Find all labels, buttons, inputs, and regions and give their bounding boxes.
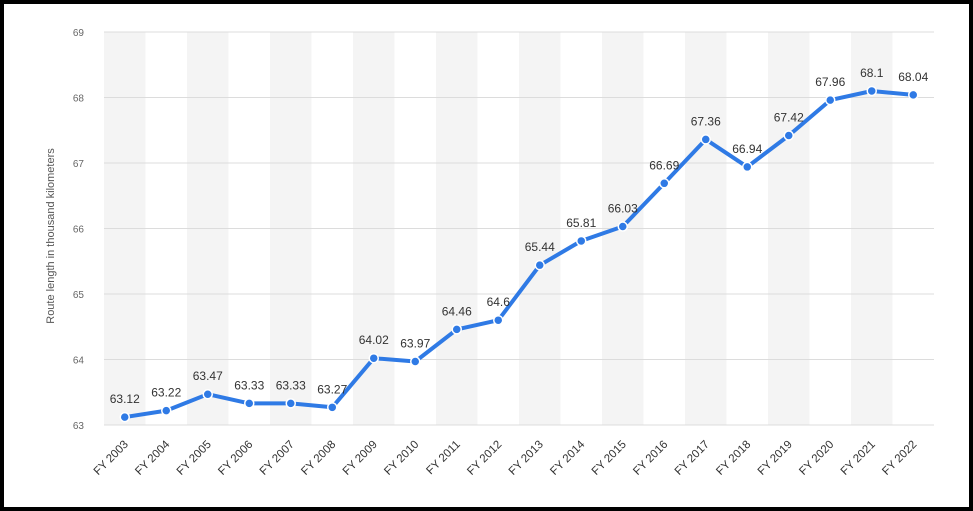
x-tick-label: FY 2016 (631, 439, 670, 478)
data-point (866, 85, 877, 97)
x-tick-label: FY 2020 (797, 439, 836, 478)
data-point (327, 402, 338, 413)
data-point (659, 178, 670, 189)
series-line (122, 89, 916, 420)
x-tick-label: FY 2013 (507, 439, 546, 478)
data-label: 68.04 (898, 70, 928, 84)
data-label: 64.6 (487, 295, 511, 309)
data-point (244, 398, 255, 409)
data-label: 64.46 (442, 304, 472, 318)
data-point (451, 324, 462, 335)
data-point (576, 235, 587, 247)
data-label: 63.97 (400, 336, 430, 350)
data-point (410, 356, 421, 367)
data-point (161, 405, 172, 416)
x-tick-label: FY 2022 (880, 439, 919, 478)
data-point (119, 411, 130, 423)
data-label: 63.33 (276, 378, 306, 392)
x-tick-label: FY 2019 (756, 439, 795, 478)
data-label: 63.33 (234, 378, 264, 392)
y-tick-label: 67 (73, 159, 85, 170)
data-label: 64.02 (359, 333, 389, 347)
data-label: 63.47 (193, 369, 223, 383)
x-tick-label: FY 2010 (382, 439, 421, 478)
y-tick-label: 69 (73, 28, 85, 39)
chart-frame: 63 64 65 66 67 68 69 FY 2003 FY 2004 FY 2005 FY 2… (4, 4, 969, 507)
x-tick-label: FY 2018 (714, 439, 753, 478)
data-points (119, 85, 919, 423)
data-point (493, 314, 504, 326)
x-tick-label: FY 2004 (133, 438, 173, 478)
x-tick-label: FY 2003 (92, 439, 131, 478)
x-tick-label: FY 2008 (299, 439, 338, 478)
data-point (825, 94, 836, 106)
data-label: 65.44 (525, 240, 555, 254)
y-tick-label: 68 (73, 94, 85, 105)
data-point (368, 352, 379, 364)
data-label: 68.1 (860, 66, 884, 80)
data-label: 63.27 (317, 382, 347, 396)
data-label: 67.96 (815, 75, 845, 89)
data-label: 66.03 (608, 202, 638, 216)
data-point (202, 388, 213, 400)
data-point (783, 130, 794, 141)
data-label: 66.94 (732, 142, 762, 156)
data-point (700, 134, 711, 145)
x-tick-label: FY 2014 (548, 438, 588, 478)
data-label: 67.42 (774, 110, 804, 124)
x-tick-label: FY 2005 (175, 439, 214, 478)
data-point (742, 161, 753, 173)
data-point (285, 398, 296, 409)
data-point (908, 89, 919, 101)
x-axis-ticks: FY 2003 FY 2004 FY 2005 FY 2006 FY 2007 FY 20… (92, 438, 920, 478)
x-tick-label: FY 2012 (465, 439, 504, 478)
data-label: 63.12 (110, 392, 140, 406)
x-tick-label: FY 2006 (216, 439, 255, 478)
x-tick-label: FY 2009 (341, 439, 380, 478)
y-axis-title: Route length in thousand kilometers (45, 148, 57, 324)
y-axis-ticks: 63 64 65 66 67 68 69 (73, 28, 85, 432)
y-tick-label: 64 (73, 356, 85, 367)
data-label: 63.22 (151, 386, 181, 400)
x-tick-label: FY 2017 (673, 439, 712, 478)
data-labels: 63.12 63.22 63.47 63.33 63.33 63.27 64.02 63.97… (110, 66, 929, 406)
x-tick-label: FY 2015 (590, 439, 629, 478)
y-tick-label: 65 (73, 290, 85, 301)
x-tick-label: FY 2011 (424, 439, 462, 477)
data-label: 65.81 (566, 216, 596, 230)
x-tick-label: FY 2021 (839, 439, 878, 478)
data-point (617, 221, 628, 232)
data-point (534, 259, 545, 271)
y-tick-label: 63 (73, 421, 85, 432)
data-label: 67.36 (691, 114, 721, 128)
data-label: 66.69 (649, 158, 679, 172)
y-tick-label: 66 (73, 225, 85, 236)
x-tick-label: FY 2007 (258, 439, 297, 478)
